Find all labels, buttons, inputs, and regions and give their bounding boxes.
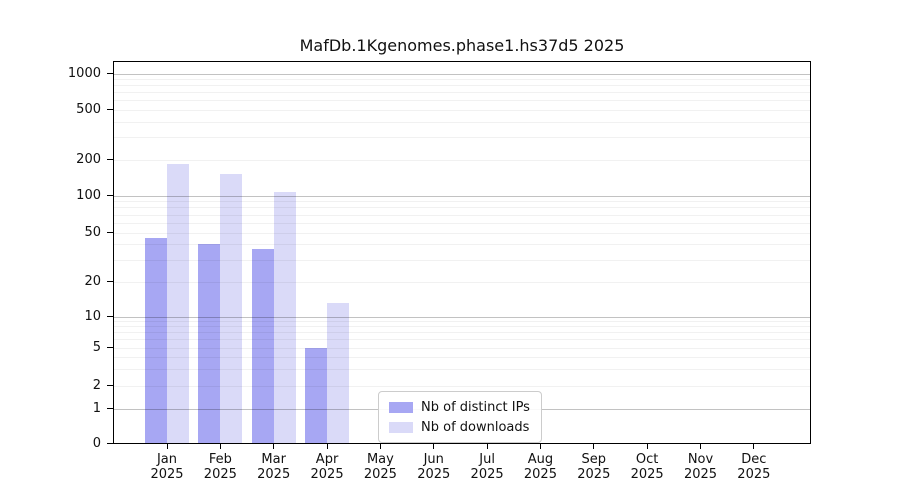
x-tick-label-nov: Nov 2025: [683, 452, 718, 482]
x-tick-label-feb: Feb 2025: [203, 452, 237, 482]
x-tick-label-jan: Jan 2025: [150, 452, 184, 482]
y-tick-label-500: 500: [76, 101, 101, 117]
x-tick-mark-10: [646, 444, 648, 449]
y-tick-label-5: 5: [92, 339, 101, 355]
bar-nb-of-downloads-jan-2025: [167, 163, 189, 444]
x-tick-mark-6: [433, 444, 435, 449]
y-tick-label-1000: 1000: [67, 65, 101, 81]
x-tick-mark-1: [166, 444, 168, 449]
y-tick-label-20: 20: [84, 273, 101, 289]
x-tick-label-sep: Sep 2025: [577, 452, 611, 482]
x-tick-label-aug: Aug 2025: [523, 452, 557, 482]
y-tick-label-200: 200: [76, 151, 101, 167]
y-tick-mark-200: [107, 159, 113, 160]
x-tick-mark-11: [700, 444, 701, 449]
y-tick-mark-5: [107, 347, 113, 348]
bar-nb-of-distinct-ips-jan-2025: [145, 238, 167, 444]
y-tick-mark-20: [107, 281, 113, 282]
x-tick-label-may: May 2025: [363, 452, 397, 482]
x-tick-label-mar: Mar 2025: [257, 452, 291, 482]
x-tick-label-dec: Dec 2025: [737, 452, 771, 482]
x-tick-label-jul: Jul 2025: [470, 452, 504, 482]
bars-layer: [113, 61, 811, 444]
x-tick-mark-2: [219, 444, 221, 449]
y-tick-mark-50: [107, 232, 113, 233]
plot-area: [113, 61, 811, 444]
legend: Nb of distinct IPs Nb of downloads: [378, 391, 542, 443]
y-tick-label-1: 1: [92, 400, 101, 416]
y-tick-label-2: 2: [92, 377, 101, 393]
legend-label-downloads: Nb of downloads: [421, 419, 530, 435]
x-tick-mark-3: [273, 444, 275, 449]
legend-item-distinct-ips: Nb of distinct IPs: [389, 397, 530, 417]
chart-title: MafDb.1Kgenomes.phase1.hs37d5 2025: [299, 36, 625, 55]
y-tick-mark-2: [107, 385, 113, 386]
y-tick-label-0: 0: [92, 435, 101, 451]
legend-swatch-downloads: [389, 421, 413, 433]
x-tick-label-oct: Oct 2025: [630, 452, 664, 482]
y-tick-mark-10: [107, 316, 113, 317]
x-tick-mark-9: [593, 444, 595, 449]
y-tick-label-100: 100: [76, 187, 101, 203]
legend-swatch-distinct-ips: [389, 401, 413, 413]
x-tick-mark-8: [539, 444, 541, 449]
bar-nb-of-downloads-feb-2025: [220, 173, 243, 444]
legend-item-downloads: Nb of downloads: [389, 417, 530, 437]
bar-nb-of-distinct-ips-mar-2025: [251, 248, 274, 444]
y-tick-label-50: 50: [84, 224, 101, 240]
x-tick-label-jun: Jun 2025: [417, 452, 451, 482]
bar-nb-of-distinct-ips-apr-2025: [305, 347, 328, 444]
x-tick-mark-4: [326, 444, 328, 449]
y-tick-mark-1: [107, 408, 113, 409]
bar-nb-of-downloads-apr-2025: [327, 303, 350, 444]
bar-nb-of-downloads-mar-2025: [273, 191, 296, 444]
x-tick-mark-5: [379, 444, 381, 449]
x-tick-label-apr: Apr 2025: [310, 452, 344, 482]
y-tick-mark-0: [107, 443, 113, 444]
x-tick-mark-12: [753, 444, 755, 449]
y-tick-mark-1000: [107, 73, 113, 74]
legend-label-distinct-ips: Nb of distinct IPs: [421, 399, 530, 415]
y-tick-label-10: 10: [84, 308, 101, 324]
y-tick-mark-100: [107, 195, 113, 196]
y-tick-mark-500: [107, 109, 113, 110]
bar-nb-of-distinct-ips-feb-2025: [198, 244, 221, 444]
x-tick-mark-7: [486, 444, 488, 449]
